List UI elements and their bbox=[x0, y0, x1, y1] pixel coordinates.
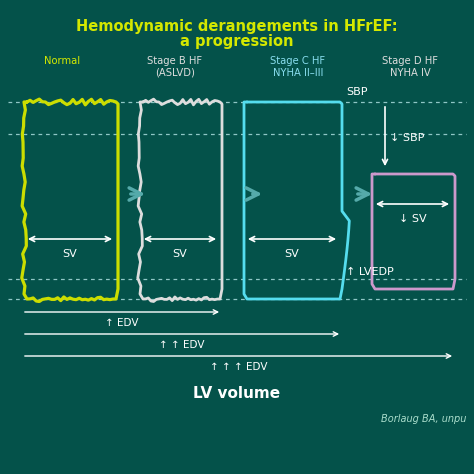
Text: Borlaug BA, unpu: Borlaug BA, unpu bbox=[381, 414, 466, 424]
Text: ↑ ↑ EDV: ↑ ↑ EDV bbox=[159, 340, 205, 350]
Text: Stage C HF
NYHA II–III: Stage C HF NYHA II–III bbox=[271, 56, 326, 78]
Text: Normal: Normal bbox=[44, 56, 80, 66]
Text: Hemodynamic derangements in HFrEF:: Hemodynamic derangements in HFrEF: bbox=[76, 19, 398, 34]
Text: ↑ ↑ ↑ EDV: ↑ ↑ ↑ EDV bbox=[210, 362, 267, 372]
Text: SV: SV bbox=[173, 249, 187, 259]
Text: ↑ LVEDP: ↑ LVEDP bbox=[346, 267, 394, 277]
Text: ↓ SBP: ↓ SBP bbox=[390, 133, 424, 143]
Text: Stage B HF
(ASLVD): Stage B HF (ASLVD) bbox=[147, 56, 202, 78]
Text: Stage D HF
NYHA IV: Stage D HF NYHA IV bbox=[382, 56, 438, 78]
Text: LV volume: LV volume bbox=[193, 386, 281, 401]
Text: ↑ EDV: ↑ EDV bbox=[105, 318, 139, 328]
Text: SV: SV bbox=[63, 249, 77, 259]
Text: ↓ SV: ↓ SV bbox=[399, 214, 426, 224]
Text: SBP: SBP bbox=[346, 87, 367, 97]
Text: SV: SV bbox=[284, 249, 300, 259]
Text: a progression: a progression bbox=[180, 34, 294, 49]
